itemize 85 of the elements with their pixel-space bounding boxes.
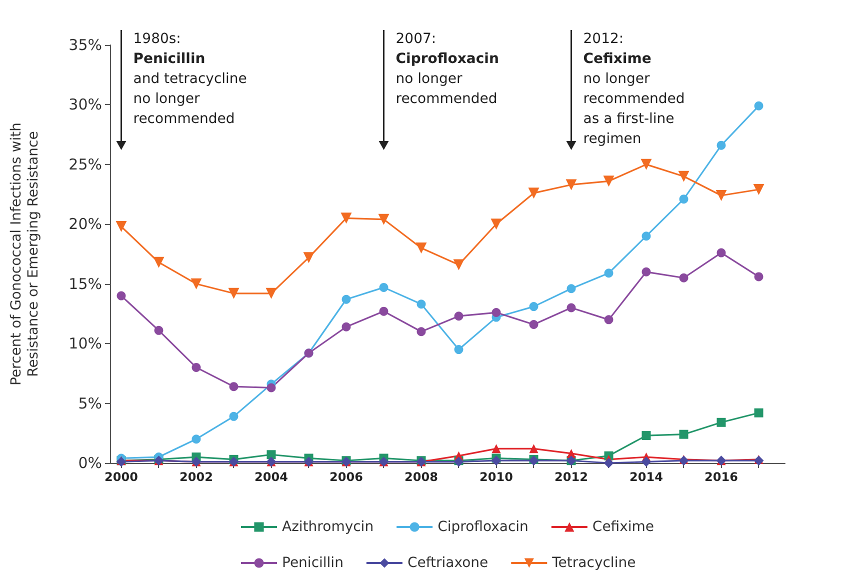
ref-line-label: 1980s: Penicillin and tetracycline no longer recommended [133, 31, 247, 127]
legend-label: Ciprofloxacin [438, 519, 528, 535]
point [753, 184, 764, 196]
y-tick-label: 25% [68, 155, 102, 174]
point [604, 315, 614, 324]
point [641, 456, 652, 467]
legend-label: Ceftriaxone [407, 555, 488, 571]
point [379, 306, 388, 316]
ref-line-label: 2007: Ciprofloxacin no longer recommended [396, 31, 499, 107]
point [490, 218, 502, 230]
ref-line-label: 2012: Cefixime no longer recommended as a first-line regimen [583, 31, 685, 147]
point [229, 382, 238, 392]
y-tick-label: 15% [68, 274, 102, 293]
x-tick-label: 2014 [630, 470, 663, 484]
point [192, 362, 201, 372]
legend-label: Tetracycline [551, 555, 636, 571]
point [529, 302, 538, 312]
x-tick-label: 2006 [330, 470, 363, 484]
y-tick-label: 10% [68, 334, 102, 353]
legend-label: Cefixime [592, 519, 654, 535]
point [416, 327, 426, 336]
y-tick-label: 20% [68, 215, 102, 234]
y-tick-label: 30% [68, 96, 102, 114]
point [454, 345, 464, 354]
x-tick-label: 2008 [404, 470, 438, 484]
legend-label: Azithromycin [282, 519, 374, 535]
point [416, 300, 426, 309]
point [604, 268, 614, 278]
point [266, 288, 277, 299]
point [603, 176, 614, 187]
point [303, 252, 314, 264]
point [116, 291, 126, 300]
point [716, 248, 726, 258]
point [492, 444, 501, 454]
point [342, 294, 351, 304]
point [642, 232, 651, 241]
x-tick-label: 2002 [180, 470, 213, 484]
point [229, 412, 238, 421]
point [529, 320, 538, 329]
point [528, 188, 540, 199]
point [679, 194, 688, 204]
point [266, 383, 276, 392]
point [754, 272, 764, 282]
x-tick-label: 2004 [254, 470, 288, 484]
point [566, 303, 576, 312]
point [154, 326, 164, 335]
point [642, 431, 651, 440]
point [678, 170, 690, 182]
x-tick-label: 2012 [554, 470, 588, 484]
y-axis-title: Percent of Gonococcal Infections with Resistance or Emerging Resistance [8, 122, 42, 386]
point [716, 190, 727, 201]
point [192, 434, 201, 444]
y-tick-label: 35% [68, 36, 102, 54]
point [153, 256, 164, 268]
y-tick-label: 5% [78, 394, 102, 412]
point [679, 430, 688, 439]
x-tick-label: 2010 [480, 470, 513, 484]
point [228, 288, 240, 299]
point [716, 140, 726, 150]
point [492, 308, 501, 318]
point [529, 444, 538, 454]
point [604, 458, 614, 468]
legend-label: Penicillin [282, 555, 344, 571]
point [342, 322, 351, 332]
point [716, 418, 726, 427]
point [379, 282, 388, 292]
point [190, 278, 202, 290]
point [754, 101, 764, 110]
point [116, 221, 127, 232]
point [266, 450, 276, 460]
point [640, 158, 652, 170]
y-tick-label: 0% [78, 454, 102, 472]
point [754, 408, 764, 418]
point [453, 259, 464, 270]
x-tick-label: 2000 [104, 470, 138, 484]
point [454, 312, 464, 321]
point [642, 267, 651, 276]
point [491, 456, 502, 466]
point [679, 273, 688, 282]
point [340, 212, 352, 224]
point [416, 242, 427, 254]
point [566, 179, 577, 190]
x-tick-label: 2016 [704, 470, 738, 484]
point [378, 214, 390, 225]
point [566, 284, 576, 294]
